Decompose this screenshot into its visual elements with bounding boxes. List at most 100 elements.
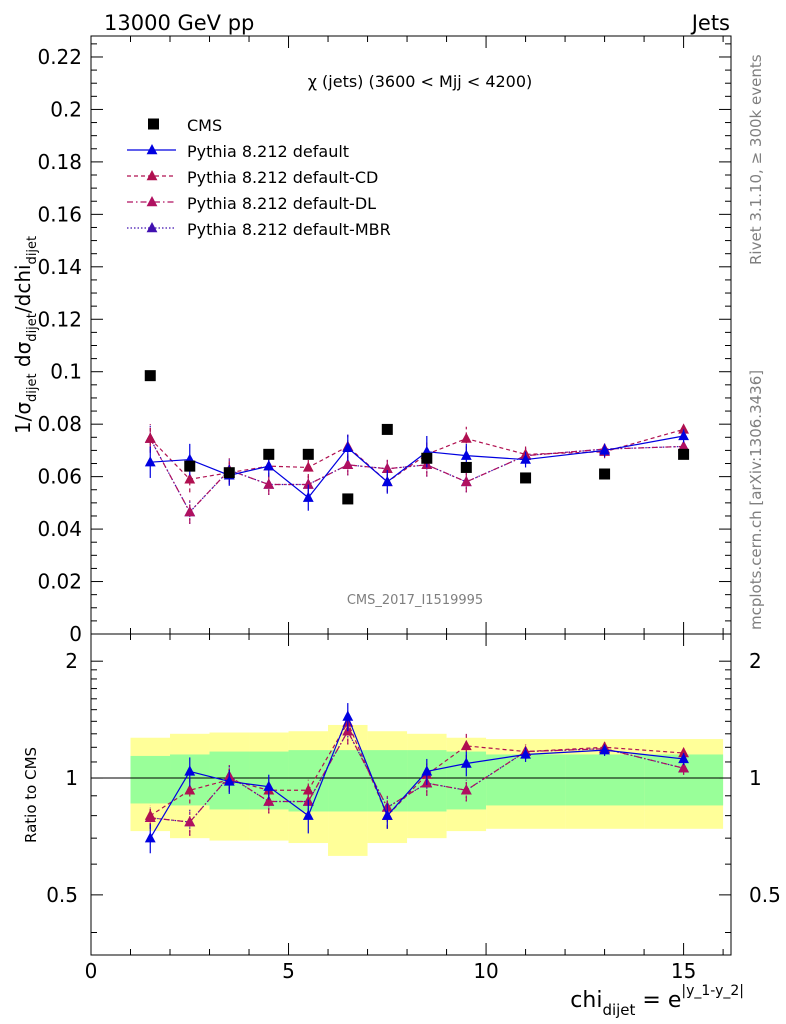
band-inner xyxy=(130,755,171,804)
y-tick-label-main: 0.16 xyxy=(37,202,82,226)
watermark: CMS_2017_I1519995 xyxy=(347,593,483,608)
y-tick-label-main: 0.02 xyxy=(37,570,82,594)
legend-marker xyxy=(146,222,158,233)
data-point xyxy=(302,448,314,460)
series-ratio-point xyxy=(381,809,393,820)
legend-label: Pythia 8.212 default-DL xyxy=(187,194,376,213)
y-tick-label-ratio: 0.5 xyxy=(46,883,78,907)
x-ticks: 0 5 10 15 xyxy=(85,959,697,983)
legend-label: Pythia 8.212 default-MBR xyxy=(187,220,391,239)
series-point xyxy=(678,440,689,451)
data-point xyxy=(460,461,472,473)
y-tick-label-main: 0.04 xyxy=(37,517,82,541)
ratio-marks xyxy=(144,703,689,854)
y-tick-label-main: 0.22 xyxy=(37,45,82,69)
legend-marker xyxy=(146,144,158,155)
series-point xyxy=(381,475,393,487)
series-ratio-point xyxy=(302,809,314,820)
series-point xyxy=(460,475,472,487)
y-tick-label-main: 0.12 xyxy=(37,307,82,331)
y-tick-label-main: 0.1 xyxy=(50,360,82,384)
data-point xyxy=(144,370,156,382)
x-tick-label: 5 xyxy=(282,959,295,983)
y-tick-label-ratio: 2 xyxy=(65,649,78,673)
y-tick-label-main: 0.14 xyxy=(37,255,82,279)
series-point xyxy=(302,461,314,472)
x-tick-label: 15 xyxy=(671,959,696,983)
series-ratio-point xyxy=(599,744,610,755)
x-axis-label: chidijet = e|y_1-y_2| xyxy=(570,983,744,1019)
series-point xyxy=(184,473,196,484)
data-point xyxy=(263,448,275,460)
band-inner xyxy=(328,750,368,812)
data-point xyxy=(678,448,690,460)
series-point xyxy=(342,441,354,452)
series-point xyxy=(302,478,314,489)
series-ratio-point xyxy=(460,739,472,751)
ratio-frame xyxy=(90,633,732,956)
series-point xyxy=(302,491,314,502)
legend-marker xyxy=(146,170,158,181)
series-point xyxy=(263,478,275,489)
ratio-ticks: 0.5 0.5 1 1 2 2 xyxy=(46,634,781,955)
series-point xyxy=(184,506,196,517)
y-tick-label-main: 0 xyxy=(69,622,82,646)
x-tick-label: 10 xyxy=(473,959,498,983)
data-point xyxy=(381,423,393,435)
y-tick-label-main: 0.06 xyxy=(37,465,82,489)
series-ratio-point xyxy=(184,784,196,795)
legend-marker-data xyxy=(148,118,159,130)
series-ratio-point xyxy=(184,816,196,827)
series-point xyxy=(263,460,275,471)
y-tick-label-ratio-right: 0.5 xyxy=(749,883,781,907)
data-point xyxy=(342,493,354,505)
series-point xyxy=(144,456,156,467)
series-point xyxy=(520,453,531,464)
series-ratio-point xyxy=(421,765,433,776)
series-ratio-point xyxy=(263,780,275,791)
main-y-axis-label: 1/σdijet dσdijet/dchidijet xyxy=(11,236,40,434)
series-point xyxy=(144,432,156,443)
series-ratio-point xyxy=(144,832,156,843)
series-point xyxy=(678,423,689,434)
legend: CMS Pythia 8.212 default Pythia 8.212 defa… xyxy=(127,116,391,239)
y-tick-label-main: 0.18 xyxy=(37,150,82,174)
legend-label-data: CMS xyxy=(187,116,222,135)
series-ratio-point xyxy=(678,747,689,758)
y-tick-label-ratio-right: 1 xyxy=(749,766,762,790)
series-line xyxy=(150,435,684,499)
data-point xyxy=(421,452,433,464)
x-tick-label: 0 xyxy=(85,959,98,983)
series-point xyxy=(381,462,393,473)
data-point xyxy=(520,472,532,484)
legend-marker xyxy=(146,196,158,207)
y-tick-label-ratio: 1 xyxy=(65,766,78,790)
y-tick-label-main: 0.2 xyxy=(50,97,82,121)
data-point xyxy=(223,467,235,479)
series-ratio-line xyxy=(149,721,684,817)
series-ratio-point xyxy=(678,762,689,773)
main-ticks: 0 0.02 0.04 0.06 0.08 0.1 0.12 0.14 0.16 0.18 0.2 0… xyxy=(37,36,731,646)
series-ratio-point xyxy=(460,784,472,795)
series-point xyxy=(342,458,354,470)
band-inner xyxy=(486,754,566,806)
series-ratio-point xyxy=(678,752,689,764)
legend-label: Pythia 8.212 default-CD xyxy=(187,168,378,187)
band-inner xyxy=(565,754,645,806)
ratio-panel: 0.5 0.5 1 1 2 2 xyxy=(46,633,781,956)
rivet-label: Rivet 3.1.10, ≥ 300k events xyxy=(747,54,765,265)
main-marks xyxy=(144,370,690,524)
series-ratio-point xyxy=(460,757,472,768)
series-ratio-point xyxy=(342,710,354,721)
series-point xyxy=(678,429,689,441)
main-panel: 0 0.02 0.04 0.06 0.08 0.1 0.12 0.14 0.16 0.18 0.2 0… xyxy=(37,35,732,646)
series-line xyxy=(149,438,684,514)
series-point xyxy=(599,444,610,455)
ratio-y-axis-label: Ratio to CMS xyxy=(22,747,40,843)
chart-title: χ (jets) (3600 < Mjj < 4200) xyxy=(308,72,533,91)
series-ratio-point xyxy=(184,765,196,776)
data-point xyxy=(184,460,196,472)
data-point xyxy=(599,468,611,480)
legend-label: Pythia 8.212 default xyxy=(187,142,349,161)
